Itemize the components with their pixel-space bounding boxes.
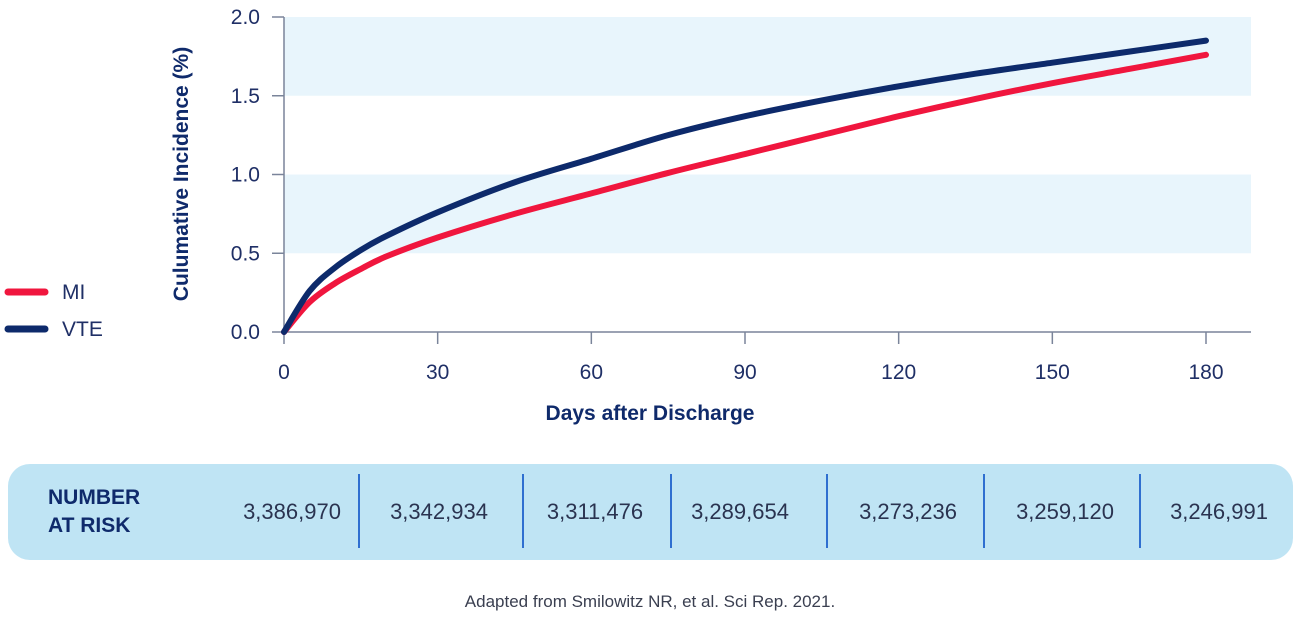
x-tick-label: 0: [278, 361, 290, 384]
risk-title-line2: AT RISK: [48, 514, 131, 537]
incidence-chart: 0 30 60 90 120 150 180 0.0 0.5 1.0 1.5 2.0 Days aft…: [4, 6, 1251, 425]
risk-separator: [826, 474, 828, 548]
legend-label-mi: MI: [62, 281, 85, 304]
band-0: [284, 174, 1251, 254]
number-at-risk-title: NUMBER AT RISK: [8, 484, 208, 540]
risk-value: 3,246,991: [1170, 499, 1268, 524]
x-tick-label: 120: [881, 361, 916, 384]
number-at-risk-panel: NUMBER AT RISK 3,386,970 3,342,934 3,311,4…: [8, 464, 1293, 560]
y-tick-label: 1.0: [231, 164, 260, 187]
risk-value: 3,259,120: [1016, 499, 1114, 524]
risk-values-row: 3,386,970 3,342,934 3,311,476 3,289,654 3,27…: [208, 464, 1293, 560]
series-line-vte: [281, 37, 1209, 335]
series-lines: [281, 37, 1209, 335]
y-tick-label: 2.0: [231, 6, 260, 29]
legend-label-vte: VTE: [62, 318, 103, 341]
risk-separator: [1139, 474, 1141, 548]
axes: [272, 16, 1251, 344]
x-axis-title: Days after Discharge: [546, 402, 755, 425]
x-tick-label: 90: [733, 361, 756, 384]
risk-separator: [522, 474, 524, 548]
series-line-mi: [281, 51, 1209, 335]
x-tick-label: 60: [580, 361, 603, 384]
y-tick-label: 0.0: [231, 321, 260, 344]
risk-value: 3,273,236: [859, 499, 957, 524]
x-tick-label: 180: [1188, 361, 1223, 384]
risk-separator: [670, 474, 672, 548]
y-tick-label: 0.5: [231, 242, 260, 265]
tick-labels: 0 30 60 90 120 150 180 0.0 0.5 1.0 1.5 2.0: [231, 6, 1224, 384]
legend: MI VTE: [4, 281, 103, 341]
risk-value: 3,311,476: [546, 499, 644, 524]
y-axis-title: Culumative Incidence (%): [170, 47, 193, 301]
risk-separator: [983, 474, 985, 548]
risk-separator: [358, 474, 360, 548]
risk-value: 3,289,654: [691, 499, 789, 524]
y-tick-label: 1.5: [231, 85, 260, 108]
risk-title-line1: NUMBER: [48, 486, 141, 509]
risk-value: 3,342,934: [390, 499, 488, 524]
x-tick-label: 30: [426, 361, 449, 384]
x-tick-label: 150: [1035, 361, 1070, 384]
source-note: Adapted from Smilowitz NR, et al. Sci Re…: [464, 592, 836, 611]
risk-value: 3,386,970: [243, 499, 341, 524]
